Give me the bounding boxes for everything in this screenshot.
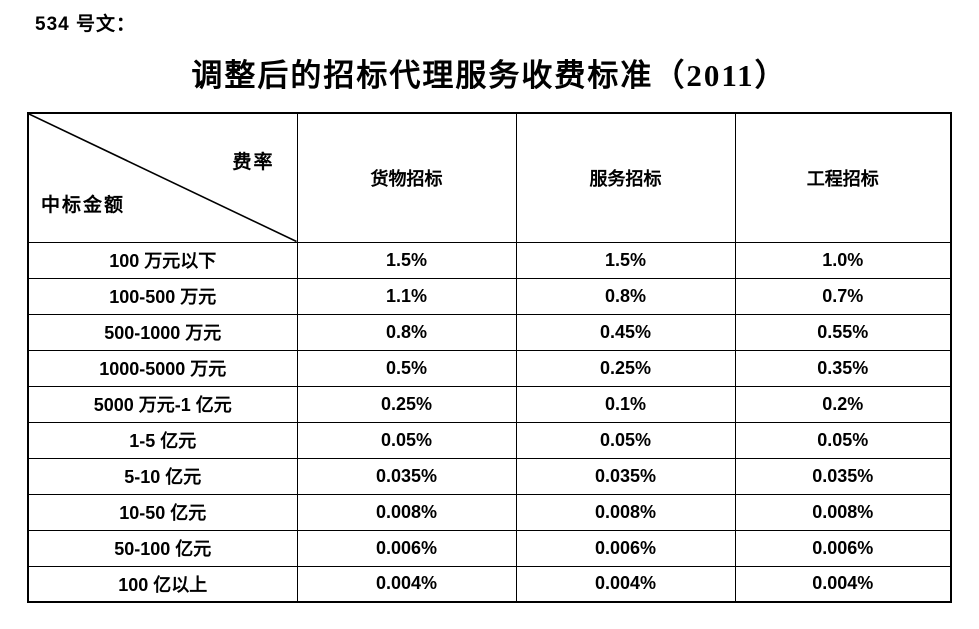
rate-cell: 0.035% bbox=[296, 457, 517, 495]
rate-cell: 0.006% bbox=[734, 529, 952, 567]
row-label: 100 万元以下 bbox=[27, 241, 298, 279]
rate-cell: 0.006% bbox=[515, 529, 736, 567]
diagonal-line bbox=[29, 114, 296, 241]
rate-cell: 0.35% bbox=[734, 349, 952, 387]
rate-cell: 1.5% bbox=[515, 241, 736, 279]
rate-cell: 0.25% bbox=[296, 385, 517, 423]
rate-cell: 0.5% bbox=[296, 349, 517, 387]
table-row: 100 亿以上 0.004% 0.004% 0.004% bbox=[27, 565, 952, 603]
rate-cell: 0.004% bbox=[734, 565, 952, 603]
rate-cell: 0.008% bbox=[296, 493, 517, 531]
row-label: 5000 万元-1 亿元 bbox=[27, 385, 298, 423]
rate-cell: 0.7% bbox=[734, 277, 952, 315]
row-label: 1000-5000 万元 bbox=[27, 349, 298, 387]
row-label: 50-100 亿元 bbox=[27, 529, 298, 567]
rate-cell: 0.035% bbox=[734, 457, 952, 495]
rate-cell: 0.004% bbox=[296, 565, 517, 603]
table-row: 1-5 亿元 0.05% 0.05% 0.05% bbox=[27, 421, 952, 459]
table-header-row: 费率 中标金额 货物招标 服务招标 工程招标 bbox=[27, 112, 952, 243]
rate-cell: 0.008% bbox=[515, 493, 736, 531]
row-label: 100 亿以上 bbox=[27, 565, 298, 603]
column-header-services: 服务招标 bbox=[515, 112, 736, 243]
document-number-label: 534 号文： bbox=[35, 14, 136, 35]
table-row: 100 万元以下 1.5% 1.5% 1.0% bbox=[27, 241, 952, 279]
rate-cell: 0.035% bbox=[515, 457, 736, 495]
row-label: 100-500 万元 bbox=[27, 277, 298, 315]
corner-label-rate: 费率 bbox=[232, 152, 275, 173]
rate-cell: 0.25% bbox=[515, 349, 736, 387]
rate-cell: 0.008% bbox=[734, 493, 952, 531]
rate-cell: 0.05% bbox=[515, 421, 736, 459]
row-label: 5-10 亿元 bbox=[27, 457, 298, 495]
table-row: 5-10 亿元 0.035% 0.035% 0.035% bbox=[27, 457, 952, 495]
table-row: 500-1000 万元 0.8% 0.45% 0.55% bbox=[27, 313, 952, 351]
diagonal-corner-cell: 费率 中标金额 bbox=[27, 112, 298, 243]
page-title: 调整后的招标代理服务收费标准（2011） bbox=[191, 58, 788, 93]
row-label: 500-1000 万元 bbox=[27, 313, 298, 351]
table-row: 1000-5000 万元 0.5% 0.25% 0.35% bbox=[27, 349, 952, 387]
rate-cell: 0.1% bbox=[515, 385, 736, 423]
rate-cell: 1.1% bbox=[296, 277, 517, 315]
table-row: 100-500 万元 1.1% 0.8% 0.7% bbox=[27, 277, 952, 315]
fee-rate-table: 费率 中标金额 货物招标 服务招标 工程招标 100 万元以下 1.5% 1.5… bbox=[27, 112, 952, 603]
table-row: 10-50 亿元 0.008% 0.008% 0.008% bbox=[27, 493, 952, 531]
table-row: 5000 万元-1 亿元 0.25% 0.1% 0.2% bbox=[27, 385, 952, 423]
rate-cell: 0.006% bbox=[296, 529, 517, 567]
corner-label-amount: 中标金额 bbox=[41, 194, 126, 216]
row-label: 10-50 亿元 bbox=[27, 493, 298, 531]
rate-cell: 0.05% bbox=[734, 421, 952, 459]
rate-cell: 0.2% bbox=[734, 385, 952, 423]
table-row: 50-100 亿元 0.006% 0.006% 0.006% bbox=[27, 529, 952, 567]
rate-cell: 0.8% bbox=[515, 277, 736, 315]
rate-cell: 0.05% bbox=[296, 421, 517, 459]
rate-cell: 0.45% bbox=[515, 313, 736, 351]
column-header-engineering: 工程招标 bbox=[734, 112, 952, 243]
column-header-goods: 货物招标 bbox=[296, 112, 517, 243]
rate-cell: 1.0% bbox=[734, 241, 952, 279]
row-label: 1-5 亿元 bbox=[27, 421, 298, 459]
rate-cell: 0.8% bbox=[296, 313, 517, 351]
rate-cell: 0.55% bbox=[734, 313, 952, 351]
rate-cell: 0.004% bbox=[515, 565, 736, 603]
rate-cell: 1.5% bbox=[296, 241, 517, 279]
